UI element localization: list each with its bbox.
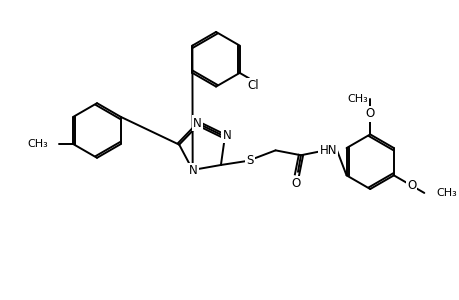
Text: CH₃: CH₃ [435,188,456,198]
Text: O: O [406,179,415,192]
Text: HN: HN [319,144,336,157]
Text: N: N [222,129,231,142]
Text: CH₃: CH₃ [27,139,48,149]
Text: N: N [189,164,197,177]
Text: S: S [246,154,253,166]
Text: N: N [192,116,201,130]
Text: O: O [291,177,300,190]
Text: CH₃: CH₃ [347,94,368,104]
Text: O: O [365,107,374,120]
Text: Cl: Cl [246,79,258,92]
